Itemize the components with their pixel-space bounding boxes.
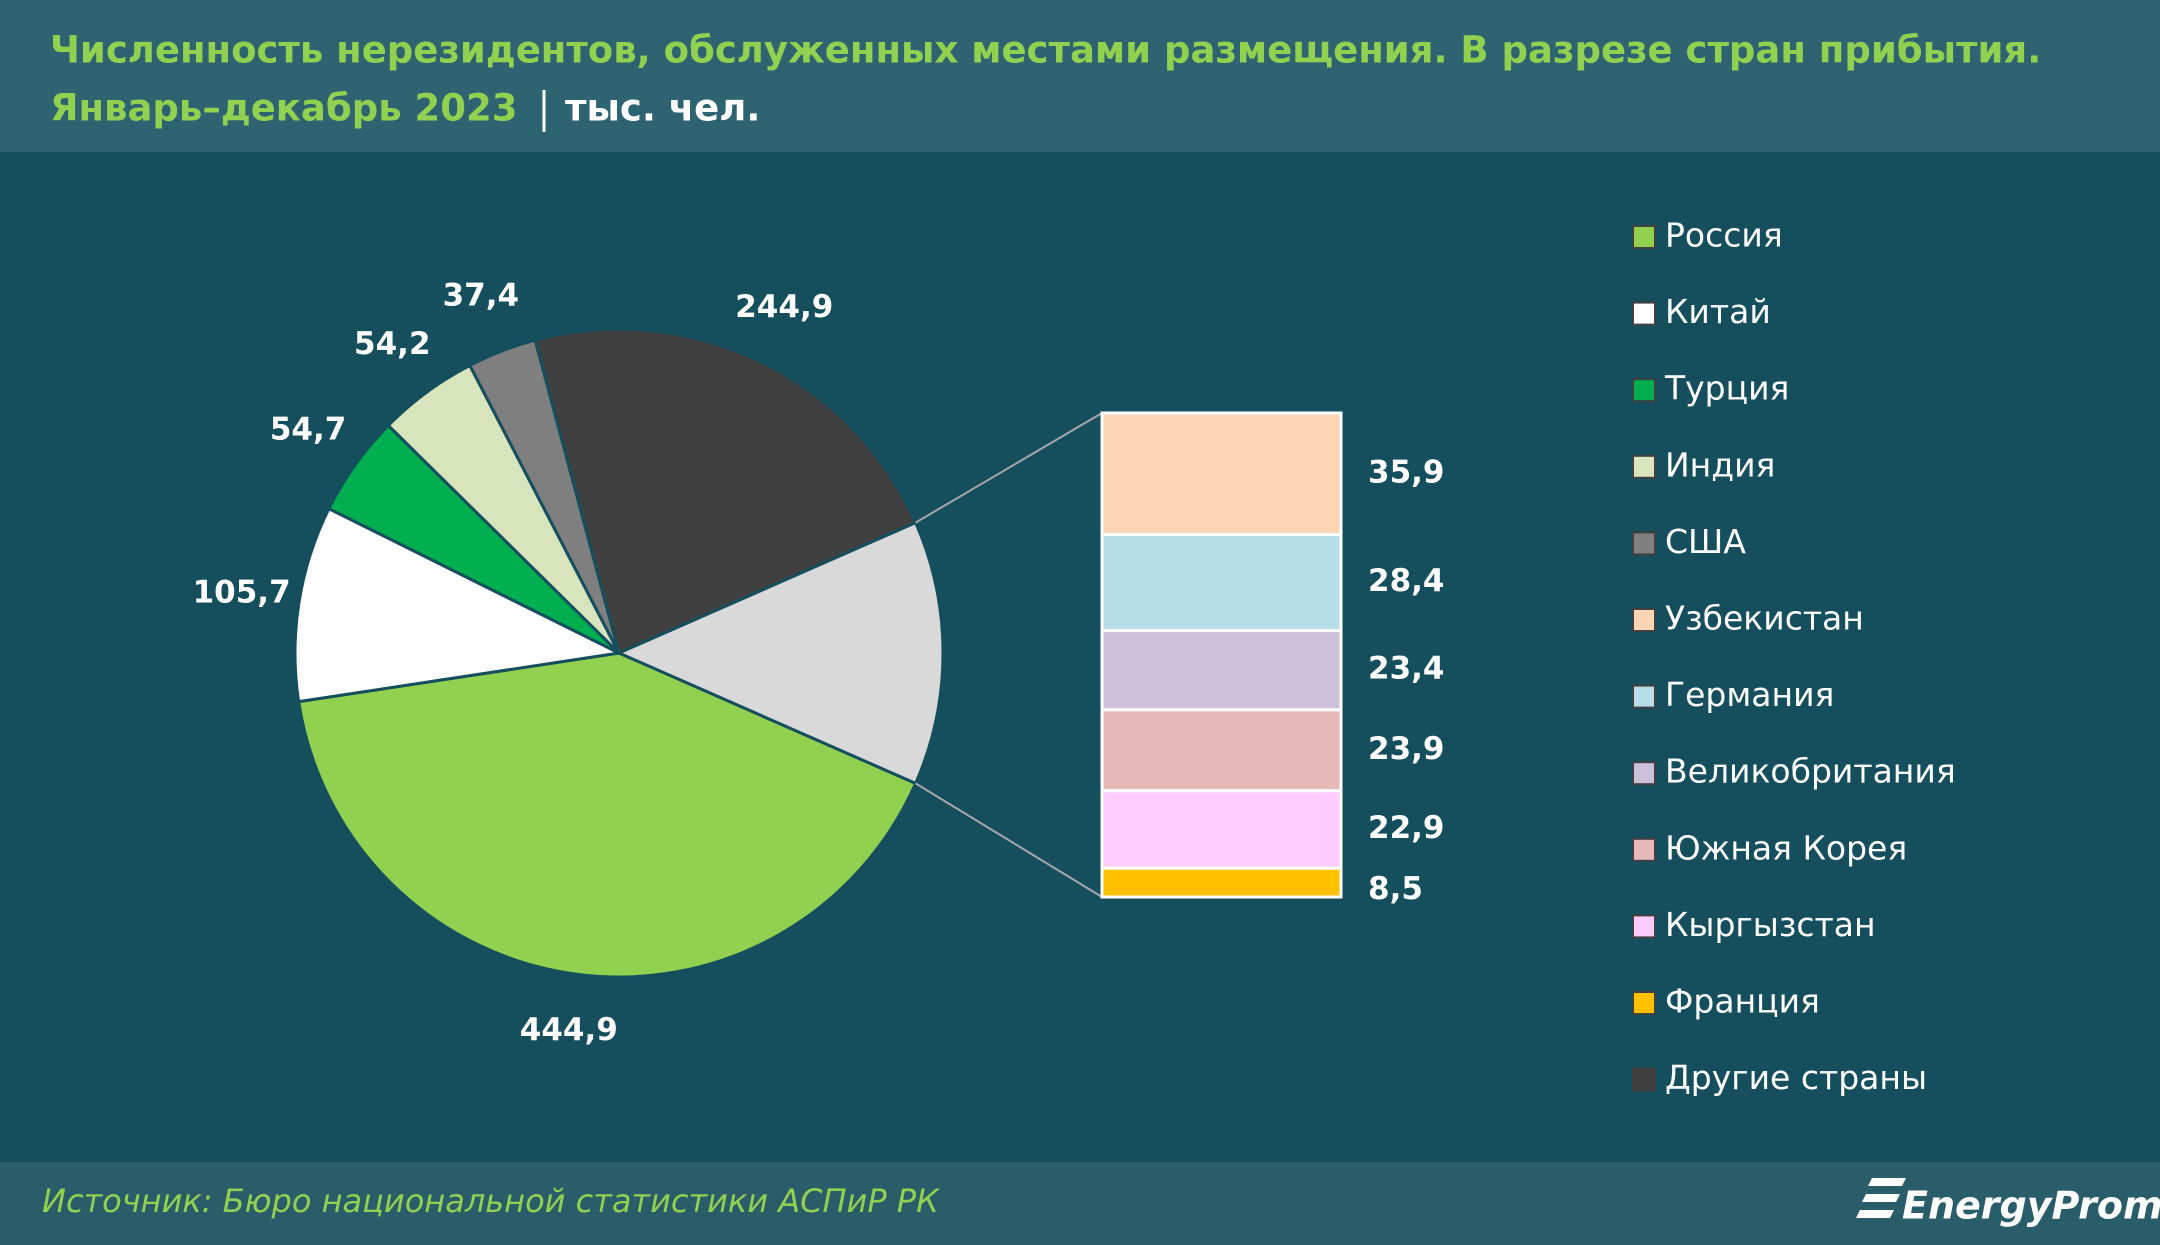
pie-slice [296, 651, 918, 979]
pie-slice [293, 506, 624, 704]
footer-band [0, 1162, 2160, 1245]
legend-swatch [1632, 837, 1656, 862]
legend-label: Индия [1665, 445, 1775, 484]
logo: EnergyProm [1902, 1184, 2160, 1228]
legend-swatch [1632, 454, 1656, 479]
data-label: 28,4 [1368, 563, 1445, 599]
bar-segment [1100, 411, 1343, 537]
data-label: 54,7 [270, 412, 347, 448]
bar-segment [1100, 533, 1343, 633]
bar-segment [1100, 866, 1343, 899]
logo-mark [1856, 1178, 1906, 1218]
legend-label: Китай [1665, 292, 1771, 331]
legend-label: США [1665, 522, 1746, 561]
legend-swatch [1632, 378, 1656, 403]
data-label: 105,7 [193, 574, 291, 610]
data-label: 23,4 [1368, 651, 1445, 687]
source: Источник: Бюро национальной статистики А… [42, 1182, 940, 1220]
legend-label: Германия [1665, 675, 1834, 714]
legend-swatch [1632, 531, 1656, 556]
connector [915, 782, 1103, 898]
connector [915, 412, 1103, 524]
legend-swatch [1632, 761, 1656, 786]
legend-swatch [1632, 991, 1656, 1015]
legend-swatch [1632, 301, 1656, 326]
bar-segment [1100, 708, 1343, 793]
bar-segment [1100, 629, 1343, 712]
data-label: 37,4 [443, 277, 520, 313]
data-label: 35,9 [1368, 454, 1445, 490]
legend-swatch [1632, 914, 1656, 939]
legend-swatch [1632, 225, 1656, 249]
data-label: 23,9 [1368, 731, 1445, 767]
data-label: 8,5 [1368, 871, 1423, 907]
legend-swatch [1632, 608, 1656, 632]
chart-title: Численность нерезидентов, обслуженных ме… [50, 29, 2041, 72]
legend-label: Россия [1665, 216, 1783, 255]
legend-swatch [1632, 684, 1656, 709]
data-label: 444,9 [520, 1012, 618, 1048]
legend-label: Франция [1665, 982, 1820, 1021]
legend-label: Турция [1664, 369, 1789, 408]
legend-label: Великобритания [1665, 752, 1956, 791]
data-label: 22,9 [1368, 810, 1445, 846]
pie-slice [615, 520, 945, 786]
bar-segment [1100, 789, 1343, 870]
pie-slice [533, 327, 918, 656]
legend-label: Другие страны [1665, 1058, 1927, 1097]
data-label: 244,9 [735, 289, 833, 325]
legend-label: Узбекистан [1665, 599, 1864, 638]
data-label: 54,2 [354, 326, 431, 362]
legend-label: Кыргызстан [1665, 905, 1876, 944]
legend-label: Южная Корея [1665, 828, 1907, 867]
logo-icon [1856, 1178, 1906, 1218]
header-band [0, 0, 2160, 152]
legend-swatch [1632, 1067, 1656, 1092]
unit: тыс. чел. [565, 87, 760, 130]
chart-subtitle: Январь–декабрь 2023 [50, 87, 517, 130]
